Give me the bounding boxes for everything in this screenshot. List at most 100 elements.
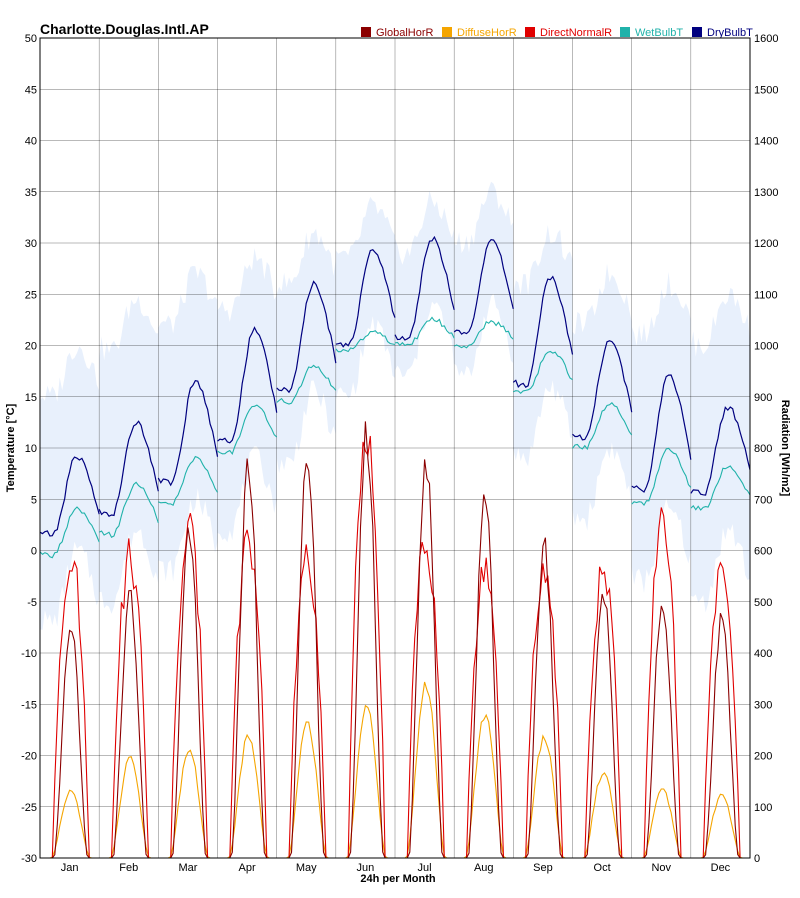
- x-tick-sep: Sep: [533, 862, 553, 874]
- y-left-tick-label: -15: [21, 699, 37, 711]
- wetbulb-line-mar: [158, 455, 218, 506]
- y-right-tick-label: 300: [754, 699, 772, 711]
- drybulb-line-mar: [157, 380, 219, 487]
- temperature-range-band: [40, 181, 750, 630]
- y-left-tick-label: 45: [25, 84, 37, 96]
- drybulb-line-dec: [690, 406, 751, 496]
- y-right-tick-label: 1100: [754, 289, 778, 301]
- y-left-tick-label: 35: [25, 187, 37, 199]
- y-right-tick-label: 0: [754, 853, 760, 865]
- legend: GlobalHorR DiffuseHorR DirectNormalR WetBul…: [361, 27, 753, 39]
- x-tick-dec: Dec: [711, 862, 731, 874]
- y-right-tick-label: 400: [754, 648, 772, 660]
- x-axis-title: 24h per Month: [360, 873, 435, 885]
- drybulb-line-nov: [631, 374, 692, 493]
- range-band-nov: [631, 271, 691, 594]
- y-axis-right-ticks: 1600150014001300120011001000900800700600…: [754, 33, 778, 865]
- legend-label-diffuse: DiffuseHorR: [457, 27, 517, 39]
- y-left-tick-label: 5: [31, 494, 37, 506]
- y-right-tick-label: 600: [754, 546, 772, 558]
- x-tick-jan: Jan: [61, 862, 79, 874]
- x-tick-jul: Jul: [418, 862, 432, 874]
- range-band-aug: [454, 181, 514, 377]
- x-tick-feb: Feb: [119, 862, 138, 874]
- wetbulb-line-apr: [217, 404, 278, 456]
- wetbulb-line-jan: [39, 506, 100, 559]
- wetbulb-line-may: [276, 364, 337, 405]
- y-right-tick-label: 1000: [754, 341, 778, 353]
- y-right-tick-label: 1400: [754, 136, 778, 148]
- legend-label-wetbulb: WetBulbT: [635, 27, 683, 39]
- legend-swatch-drybulb: [692, 27, 702, 37]
- drybulb-line-apr: [217, 326, 278, 444]
- y-right-tick-label: 200: [754, 751, 772, 763]
- wetbulb-line-aug: [453, 320, 514, 349]
- x-tick-oct: Oct: [594, 862, 611, 874]
- drybulb-line-may: [276, 280, 337, 394]
- legend-swatch-wetbulb: [620, 27, 630, 37]
- legend-label-drybulb: DryBulbT: [707, 27, 753, 39]
- grid: [40, 37, 750, 859]
- x-tick-mar: Mar: [178, 862, 197, 874]
- y-left-tick-label: -5: [27, 597, 37, 609]
- x-tick-apr: Apr: [239, 862, 256, 874]
- range-band-jun: [335, 196, 395, 401]
- range-band-jul: [395, 190, 455, 378]
- y-right-tick-label: 800: [754, 443, 772, 455]
- y-left-tick-label: 50: [25, 33, 37, 45]
- y-right-tick-label: 500: [754, 597, 772, 609]
- legend-label-global: GlobalHorR: [376, 27, 434, 39]
- y-left-tick-label: 30: [25, 238, 37, 250]
- y-right-tick-label: 1500: [754, 84, 778, 96]
- wetbulb-line-nov: [631, 447, 692, 507]
- y-right-tick-label: 1600: [754, 33, 778, 45]
- legend-swatch-direct: [525, 27, 535, 37]
- x-tick-may: May: [296, 862, 317, 874]
- range-band-dec: [690, 287, 750, 613]
- x-tick-jun: Jun: [357, 862, 375, 874]
- y-left-tick-label: -10: [21, 648, 37, 660]
- plot-frame: [39, 37, 751, 859]
- y-right-tick-label: 700: [754, 494, 772, 506]
- y-left-tick-label: 10: [25, 443, 37, 455]
- range-band-apr: [217, 248, 277, 543]
- wetbulb-line-jul: [394, 316, 455, 347]
- y-left-tick-label: -25: [21, 802, 37, 814]
- y-right-tick-label: 1300: [754, 187, 778, 199]
- wetbulb-line-jun: [335, 330, 396, 353]
- y-right-tick-label: 1200: [754, 238, 778, 250]
- drybulb-line-jul: [394, 235, 455, 341]
- x-tick-aug: Aug: [474, 862, 494, 874]
- y-left-tick-label: -20: [21, 751, 37, 763]
- wetbulb-line-feb: [98, 481, 159, 539]
- y-right-tick-label: 100: [754, 802, 772, 814]
- y-left-tick-label: 40: [25, 136, 37, 148]
- legend-label-direct: DirectNormalR: [540, 27, 612, 39]
- drybulb-line-oct: [572, 340, 633, 441]
- range-band-may: [276, 228, 336, 474]
- range-band-mar: [158, 266, 218, 582]
- y-axis-left-title: Temperature [°C]: [5, 403, 17, 492]
- y-right-tick-label: 900: [754, 392, 772, 404]
- y-axis-right-title: Radiation [Wh/m2]: [779, 400, 791, 497]
- y-left-tick-label: 0: [31, 546, 37, 558]
- wetbulb-line-oct: [572, 402, 633, 451]
- y-left-tick-label: 20: [25, 341, 37, 353]
- chart-title: Charlotte.Douglas.Intl.AP: [40, 21, 209, 37]
- range-band-oct: [572, 263, 632, 531]
- range-band-jan: [40, 346, 100, 630]
- legend-swatch-diffuse: [442, 27, 452, 37]
- legend-swatch-global: [361, 27, 371, 37]
- x-axis-ticks: Jan Feb Mar Apr May Jun Jul Aug Sep Oct Nov Dec: [61, 862, 731, 874]
- x-tick-nov: Nov: [651, 862, 671, 874]
- drybulb-line-aug: [453, 238, 514, 335]
- y-left-tick-label: -30: [21, 853, 37, 865]
- wetbulb-line-sep: [513, 350, 573, 395]
- y-left-tick-label: 15: [25, 392, 37, 404]
- drybulb-line-jan: [39, 456, 100, 537]
- drybulb-line-sep: [512, 275, 574, 389]
- drybulb-line-feb: [98, 420, 159, 517]
- wetbulb-line-dec: [690, 465, 751, 511]
